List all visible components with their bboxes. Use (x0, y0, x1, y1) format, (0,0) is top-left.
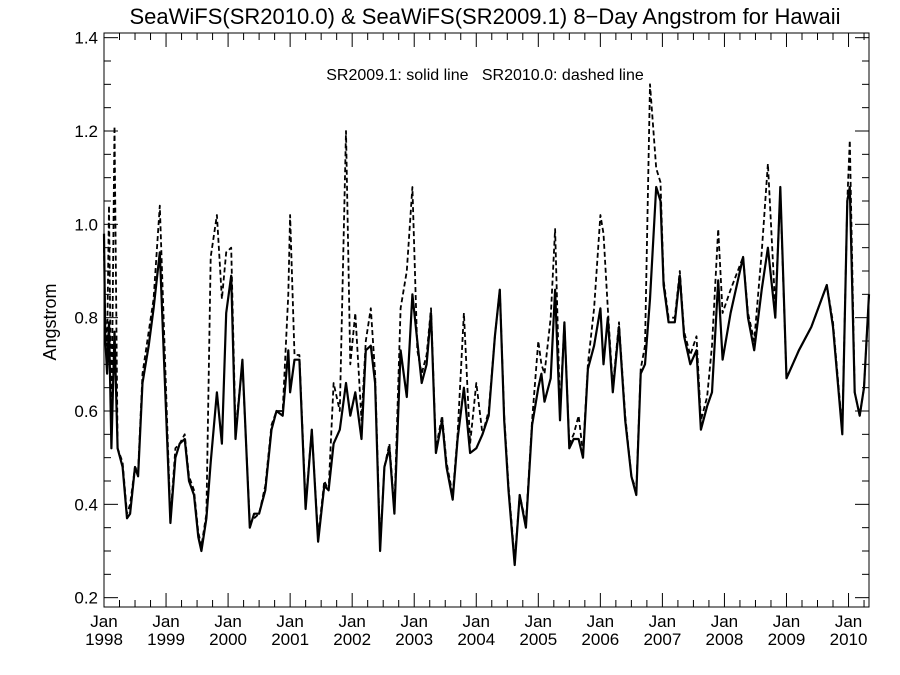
x-tick-month-label: Jan (773, 612, 800, 631)
y-tick-label: 1.4 (74, 29, 98, 48)
x-tick-year-label: 2004 (457, 630, 495, 649)
x-tick-month-label: Jan (276, 612, 303, 631)
x-tick-month-label: Jan (835, 612, 862, 631)
x-tick-month-label: Jan (152, 612, 179, 631)
x-tick-year-label: 2010 (830, 630, 868, 649)
x-tick-year-label: 2003 (395, 630, 433, 649)
y-axis-label: Angstrom (40, 283, 60, 360)
x-tick-month-label: Jan (587, 612, 614, 631)
x-tick-month-label: Jan (525, 612, 552, 631)
series-line-sr2009-solid (102, 185, 871, 567)
x-tick-year-label: 2008 (706, 630, 744, 649)
x-tick-year-label: 2001 (271, 630, 309, 649)
x-tick-month-label: Jan (463, 612, 490, 631)
x-tick-month-label: Jan (214, 612, 241, 631)
x-tick-year-label: 2000 (209, 630, 247, 649)
plot-frame (103, 32, 870, 608)
x-tick-year-label: 2005 (519, 630, 557, 649)
x-tick-year-label: 2007 (643, 630, 681, 649)
x-tick-month-label: Jan (401, 612, 428, 631)
x-tick-year-label: 1998 (85, 630, 123, 649)
x-tick-month-label: Jan (711, 612, 738, 631)
y-tick-label: 0.6 (74, 402, 98, 421)
x-tick-year-label: 1999 (147, 630, 185, 649)
x-tick-month-label: Jan (338, 612, 365, 631)
x-tick-month-label: Jan (90, 612, 117, 631)
y-tick-label: 0.2 (74, 589, 98, 608)
x-tick-year-label: 2006 (581, 630, 619, 649)
chart-title: SeaWiFS(SR2010.0) & SeaWiFS(SR2009.1) 8−… (129, 4, 840, 29)
x-tick-year-label: 2002 (333, 630, 371, 649)
x-tick-month-label: Jan (649, 612, 676, 631)
line-style-annotation: SR2009.1: solid line SR2010.0: dashed li… (326, 67, 644, 84)
y-tick-label: 1.0 (74, 215, 98, 234)
x-tick-year-label: 2009 (768, 630, 806, 649)
y-tick-label: 1.2 (74, 122, 98, 141)
y-tick-label: 0.8 (74, 309, 98, 328)
y-tick-label: 0.4 (74, 495, 98, 514)
series-line-sr2010-dashed (103, 83, 870, 562)
